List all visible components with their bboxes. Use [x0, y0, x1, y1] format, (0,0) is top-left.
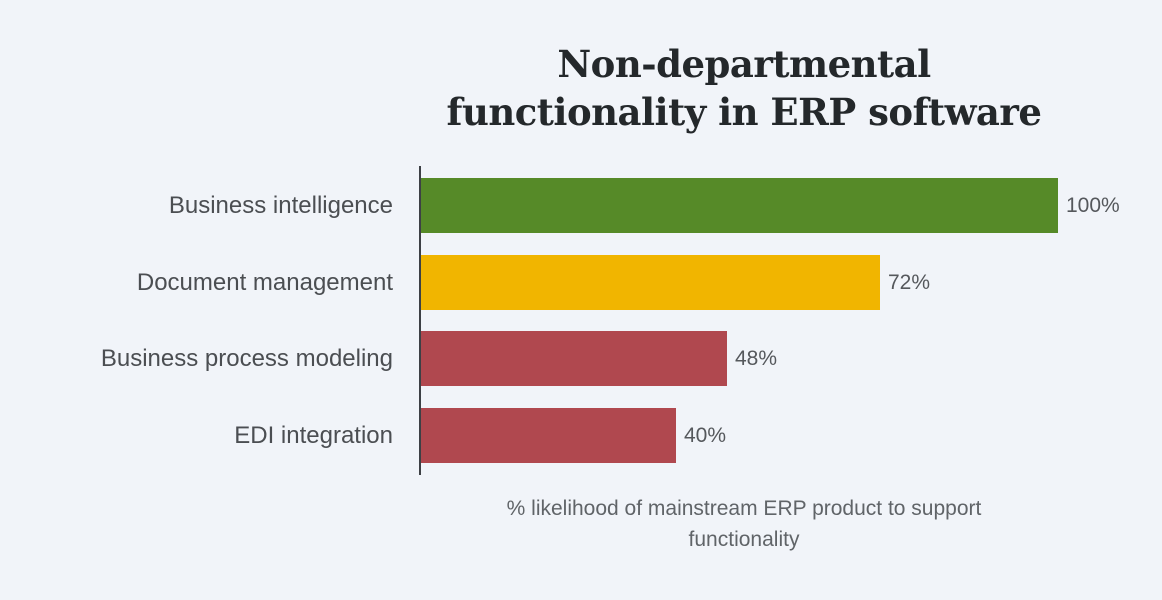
value-label: 40%	[684, 423, 727, 447]
value-label: 48%	[735, 346, 778, 370]
x-axis-label-line-2: functionality	[688, 528, 800, 551]
y-axis-line	[419, 166, 421, 475]
bar	[421, 331, 727, 386]
x-axis-label: % likelihood of mainstream ERP product t…	[326, 493, 1162, 555]
category-label: EDI integration	[234, 421, 393, 449]
category-label: Business process modeling	[100, 344, 393, 372]
category-label: Document management	[136, 268, 393, 296]
bar	[421, 408, 676, 463]
bar	[421, 255, 880, 310]
category-label: Business intelligence	[168, 191, 393, 219]
chart-title: Non-departmental functionality in ERP so…	[326, 40, 1162, 136]
x-axis-label-line-1: % likelihood of mainstream ERP product t…	[506, 497, 982, 520]
value-label: 72%	[888, 270, 931, 294]
value-label: 100%	[1066, 193, 1120, 217]
chart-title-line-2: functionality in ERP software	[446, 90, 1042, 134]
bar	[421, 178, 1058, 233]
chart-title-line-1: Non-departmental	[557, 42, 931, 86]
